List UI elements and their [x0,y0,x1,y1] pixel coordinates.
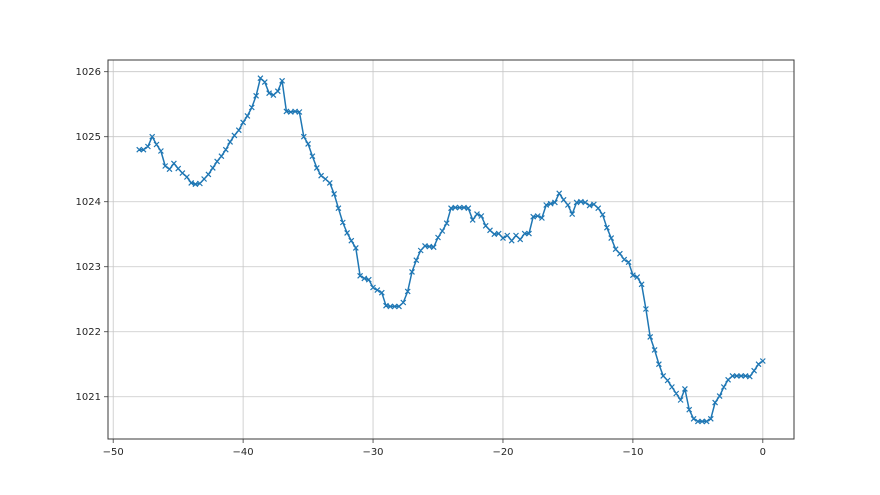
y-tick-label: 1026 [76,67,101,78]
x-tick-label: −30 [362,447,383,458]
x-axis-tick-labels: −50 −40 −30 −20 −10 0 [103,447,766,458]
axes-spines [107,59,795,440]
y-axis-tick-labels: 1021 1022 1023 1024 1025 1026 [76,67,101,403]
gridlines [108,60,794,439]
y-tick-label: 1025 [76,132,101,143]
y-tick-label: 1022 [76,327,101,338]
y-tick-label: 1023 [76,262,101,273]
x-tick-label: 0 [760,447,766,458]
x-tick-label: −50 [103,447,124,458]
x-tick-label: −10 [622,447,643,458]
x-tick-label: −20 [492,447,513,458]
series-x-markers [136,75,766,425]
tick-marks [104,71,764,443]
x-tick-label: −40 [233,447,254,458]
y-tick-label: 1024 [76,197,101,208]
y-tick-label: 1021 [76,392,101,403]
